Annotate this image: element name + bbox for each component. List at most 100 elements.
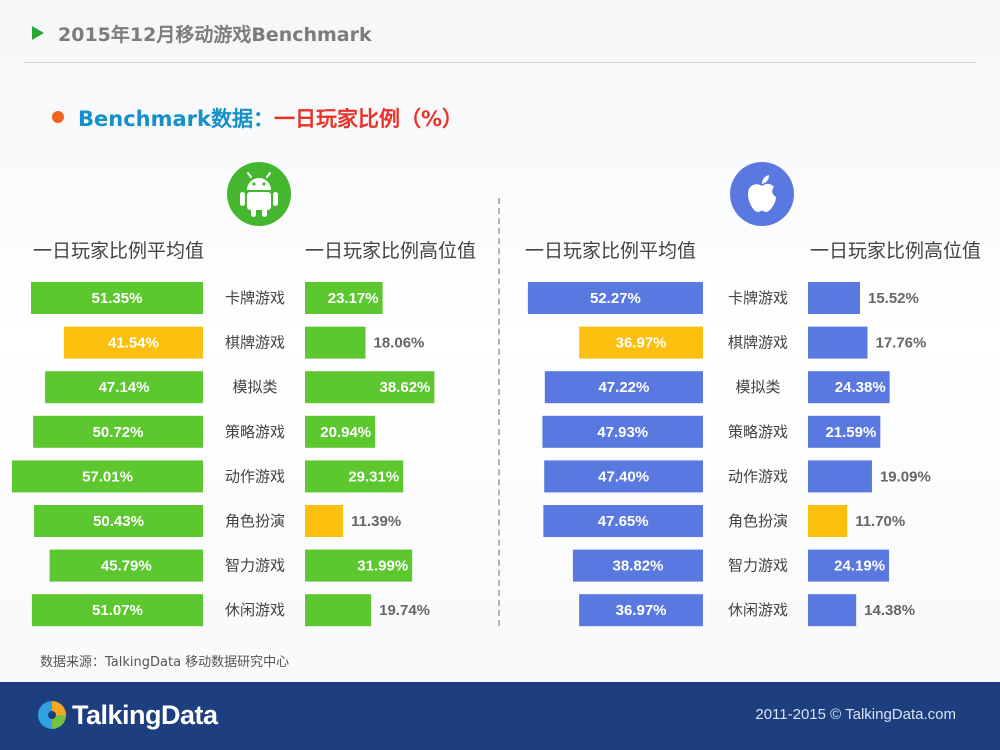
high-label-ios-6: 24.19% xyxy=(834,558,885,575)
avg-bar-android-4 xyxy=(12,460,204,493)
avg-bar-android-0 xyxy=(30,282,204,314)
high-label-android-5: 11.39% xyxy=(351,513,401,530)
talkingdata-logo-icon xyxy=(38,701,66,729)
category-label-android-7: 休闲游戏 xyxy=(225,601,285,619)
footer-bar: TalkingData 2011-2015 © TalkingData.com xyxy=(0,682,1000,750)
high-bar-android-7 xyxy=(305,594,372,627)
high-bar-ios-4 xyxy=(808,460,872,493)
slide-header: 2015年12月移动游戏Benchmark xyxy=(0,0,1000,70)
high-label-android-6: 31.99% xyxy=(357,558,408,575)
android-high-header: 一日玩家比例高位值 xyxy=(305,240,477,262)
category-label-android-3: 策略游戏 xyxy=(225,423,285,441)
header-divider xyxy=(24,62,976,63)
avg-bar-ios-1 xyxy=(579,326,703,359)
apple-icon xyxy=(730,162,794,226)
high-bar-android-4 xyxy=(305,460,404,493)
avg-bar-ios-6 xyxy=(572,549,703,582)
category-label-android-2: 模拟类 xyxy=(232,378,277,396)
avg-bar-android-7 xyxy=(31,594,204,627)
category-label-ios-0: 卡牌游戏 xyxy=(728,289,788,307)
one-day-player-ratio-chart: 51.35% 卡牌游戏 23.17% 41.54% 棋牌游戏 18.06% 47.14% 模拟… xyxy=(12,282,931,627)
category-label-ios-5: 角色扮演 xyxy=(728,512,788,530)
avg-bar-ios-0 xyxy=(527,282,703,314)
category-label-android-1: 棋牌游戏 xyxy=(225,334,285,352)
high-label-ios-2: 24.38% xyxy=(835,379,886,396)
avg-bar-android-6 xyxy=(49,549,203,582)
subtitle-prefix: Benchmark数据： xyxy=(78,107,274,131)
footer-logo-text: TalkingData xyxy=(72,700,218,730)
high-label-android-1: 18.06% xyxy=(374,335,425,352)
avg-label-android-2: 47.14% xyxy=(99,379,150,396)
high-bar-ios-3 xyxy=(808,415,881,448)
high-bar-ios-2 xyxy=(808,371,890,404)
avg-label-android-3: 50.72% xyxy=(93,424,144,441)
category-label-android-5: 角色扮演 xyxy=(225,512,285,530)
high-bar-ios-1 xyxy=(808,326,868,359)
category-label-ios-3: 策略游戏 xyxy=(728,423,788,441)
high-bar-android-2 xyxy=(305,371,435,404)
footer-copyright: 2011-2015 © TalkingData.com xyxy=(755,706,956,723)
avg-bar-ios-2 xyxy=(544,371,703,404)
avg-label-android-6: 45.79% xyxy=(101,558,152,575)
avg-label-ios-4: 47.40% xyxy=(598,468,649,485)
category-label-android-4: 动作游戏 xyxy=(225,467,285,485)
android-avg-header: 一日玩家比例平均值 xyxy=(33,240,205,262)
android-icon xyxy=(227,162,291,226)
subtitle-metric: 一日玩家比例（%） xyxy=(273,107,464,131)
ios-high-header: 一日玩家比例高位值 xyxy=(810,240,982,262)
avg-label-ios-7: 36.97% xyxy=(616,602,667,619)
high-bar-ios-5 xyxy=(808,505,848,537)
avg-label-ios-5: 47.65% xyxy=(598,513,649,530)
high-bar-android-1 xyxy=(305,326,366,359)
category-label-ios-2: 模拟类 xyxy=(735,378,780,396)
avg-label-ios-0: 52.27% xyxy=(590,290,641,307)
avg-label-ios-3: 47.93% xyxy=(597,424,648,441)
category-label-android-0: 卡牌游戏 xyxy=(225,289,285,307)
page-title: 2015年12月移动游戏Benchmark xyxy=(58,24,372,46)
high-bar-android-3 xyxy=(305,415,376,448)
category-label-android-6: 智力游戏 xyxy=(225,557,285,575)
avg-bar-android-2 xyxy=(45,371,204,404)
avg-bar-ios-3 xyxy=(542,415,703,448)
platform-divider xyxy=(498,198,500,626)
avg-bar-ios-5 xyxy=(543,505,703,537)
avg-bar-android-5 xyxy=(34,505,203,537)
avg-label-android-1: 41.54% xyxy=(108,335,159,352)
avg-label-android-0: 51.35% xyxy=(92,290,143,307)
high-bar-android-5 xyxy=(305,505,344,537)
high-bar-android-0 xyxy=(305,282,383,314)
category-label-ios-1: 棋牌游戏 xyxy=(728,334,788,352)
high-label-android-7: 19.74% xyxy=(379,602,430,619)
category-label-ios-6: 智力游戏 xyxy=(728,557,788,575)
high-label-android-3: 20.94% xyxy=(320,424,371,441)
avg-bar-android-3 xyxy=(33,415,204,448)
section-subtitle: Benchmark数据：一日玩家比例（%） xyxy=(78,103,463,133)
high-label-ios-3: 21.59% xyxy=(825,424,876,441)
avg-bar-ios-4 xyxy=(544,460,703,493)
avg-label-ios-2: 47.22% xyxy=(598,379,649,396)
bullet-dot-icon xyxy=(52,111,64,123)
high-label-android-0: 23.17% xyxy=(328,290,379,307)
ios-avg-header: 一日玩家比例平均值 xyxy=(525,240,697,262)
avg-label-android-4: 57.01% xyxy=(82,468,133,485)
high-bar-ios-6 xyxy=(808,549,890,582)
high-label-ios-0: 15.52% xyxy=(868,290,919,307)
avg-label-android-5: 50.43% xyxy=(93,513,144,530)
avg-bar-ios-7 xyxy=(579,594,703,627)
category-label-ios-4: 动作游戏 xyxy=(728,467,788,485)
data-source: 数据来源：TalkingData 移动数据研究中心 xyxy=(40,655,290,670)
high-bar-android-6 xyxy=(305,549,413,582)
high-label-ios-7: 14.38% xyxy=(864,602,915,619)
high-bar-ios-7 xyxy=(808,594,857,627)
high-label-ios-1: 17.76% xyxy=(875,335,926,352)
high-label-android-2: 38.62% xyxy=(380,379,431,396)
high-label-ios-4: 19.09% xyxy=(880,468,931,485)
high-bar-ios-0 xyxy=(808,282,860,314)
category-label-ios-7: 休闲游戏 xyxy=(728,601,788,619)
avg-label-android-7: 51.07% xyxy=(92,602,143,619)
avg-label-ios-1: 36.97% xyxy=(616,335,667,352)
avg-bar-android-1 xyxy=(63,326,203,359)
play-triangle-icon xyxy=(32,26,44,40)
high-label-ios-5: 11.70% xyxy=(855,513,905,530)
avg-label-ios-6: 38.82% xyxy=(613,558,664,575)
